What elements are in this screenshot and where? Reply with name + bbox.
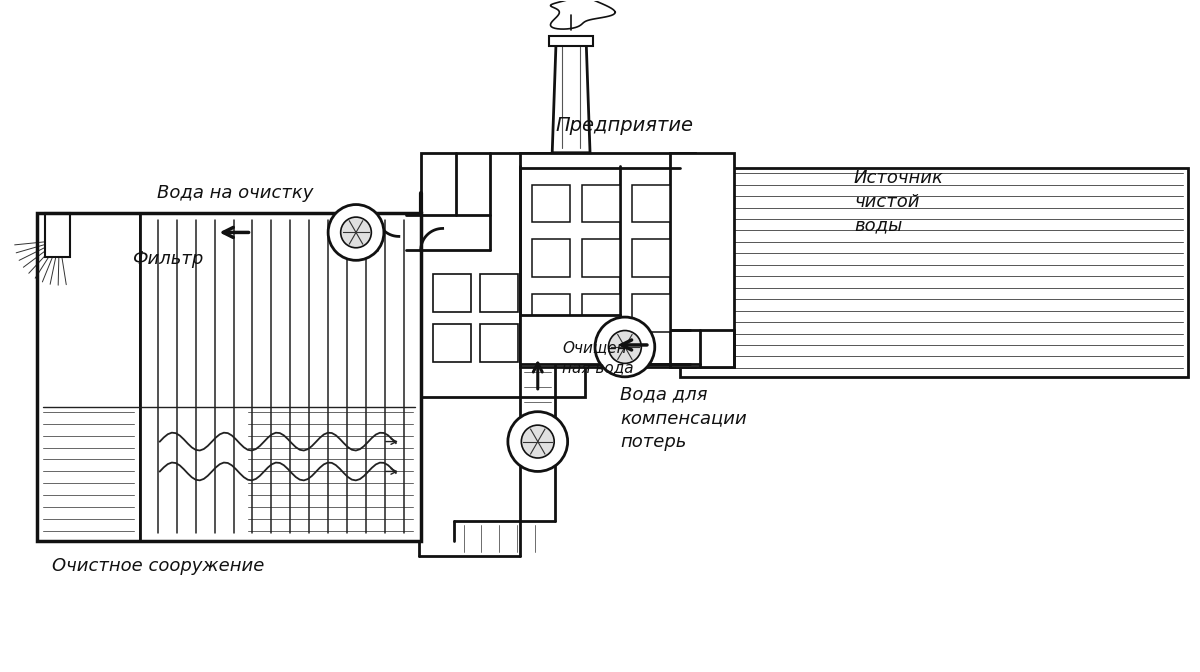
Bar (670, 153, 734, 367)
Bar (433, 274, 470, 312)
Polygon shape (552, 38, 590, 153)
Bar (679, 168, 1188, 377)
Circle shape (521, 425, 554, 458)
Text: Очистное сооружение: Очистное сооружение (53, 557, 265, 575)
Bar (582, 185, 620, 222)
Bar (140, 212, 421, 541)
Bar (37, 212, 421, 541)
Circle shape (508, 412, 568, 472)
Bar (632, 185, 670, 222)
Bar (550, 36, 593, 46)
Bar (37, 212, 140, 541)
Bar (46, 212, 70, 257)
Bar (533, 294, 570, 332)
Bar (433, 324, 470, 362)
Bar (582, 239, 620, 278)
Text: Источник
чистой
воды: Источник чистой воды (854, 169, 944, 235)
Bar (421, 153, 586, 396)
Bar (582, 294, 620, 332)
Bar (480, 274, 518, 312)
Text: Очищен-
ная вода: Очищен- ная вода (562, 340, 634, 375)
Circle shape (595, 317, 655, 377)
Bar (632, 294, 670, 332)
Text: Фильтр: Фильтр (132, 250, 203, 268)
Bar (533, 239, 570, 278)
Text: Вода для
компенсации
потерь: Вода для компенсации потерь (620, 385, 746, 450)
Bar (521, 153, 695, 367)
Bar (632, 239, 670, 278)
Circle shape (328, 204, 384, 260)
Bar (533, 185, 570, 222)
Text: Вода на очистку: Вода на очистку (157, 183, 313, 202)
Bar (480, 324, 518, 362)
Circle shape (608, 331, 641, 364)
Bar (521, 315, 620, 364)
Circle shape (341, 217, 371, 248)
Text: Предприятие: Предприятие (556, 116, 694, 135)
